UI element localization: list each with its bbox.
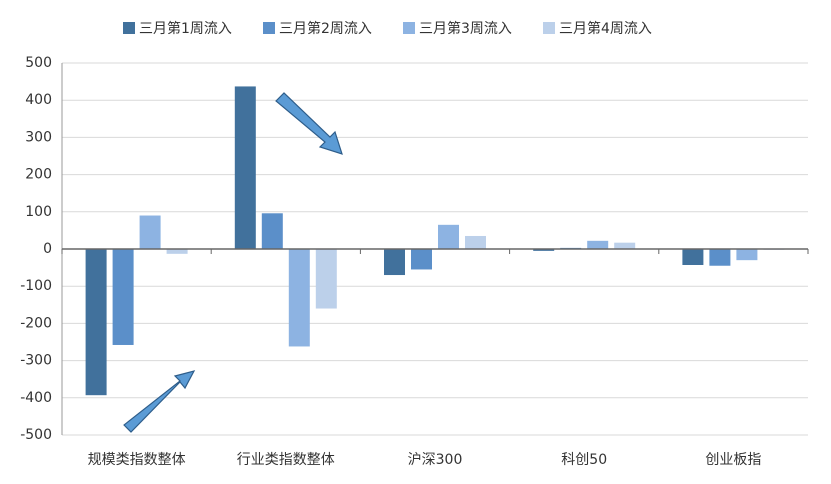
legend-label: 三月第2周流入 — [279, 20, 372, 37]
bar — [166, 249, 188, 254]
bar — [234, 86, 256, 249]
bar — [709, 249, 731, 266]
bar — [736, 249, 758, 261]
bar — [614, 242, 636, 249]
y-tick-label: 200 — [25, 167, 52, 183]
legend-label: 三月第4周流入 — [559, 20, 652, 37]
arrow — [123, 92, 343, 433]
bar — [682, 249, 704, 265]
legend-label: 三月第1周流入 — [139, 20, 232, 37]
bar — [465, 235, 486, 249]
legend-swatch — [543, 22, 555, 34]
x-tick-label: 沪深300 — [408, 452, 463, 468]
legend-swatch — [403, 22, 415, 34]
y-tick-label: 100 — [25, 204, 52, 220]
x-tick-label: 行业类指数整体 — [237, 452, 335, 468]
legend-swatch — [123, 22, 135, 34]
x-tick-label: 创业板指 — [705, 452, 761, 468]
bar — [587, 240, 609, 249]
y-tick-label: -100 — [20, 278, 52, 294]
bar — [411, 249, 432, 270]
y-tick-label: 300 — [25, 129, 52, 145]
x-tick-label: 规模类指数整体 — [88, 452, 186, 468]
y-tick-label: -500 — [20, 427, 52, 443]
bar — [85, 249, 107, 396]
bar — [533, 249, 555, 251]
y-tick-label: 500 — [25, 55, 52, 71]
legend-swatch — [263, 22, 275, 34]
x-tick-label: 科创50 — [561, 452, 607, 468]
bar — [112, 249, 134, 345]
y-tick-label: -300 — [20, 353, 52, 369]
bar — [384, 249, 405, 276]
y-tick-label: -200 — [20, 315, 52, 331]
bar — [139, 215, 161, 249]
bar — [315, 249, 337, 309]
bar — [288, 249, 310, 347]
legend-label: 三月第3周流入 — [419, 20, 512, 37]
bar — [261, 213, 283, 249]
y-tick-label: -400 — [20, 390, 52, 406]
y-tick-label: 400 — [25, 92, 52, 108]
y-tick-label: 0 — [43, 241, 52, 257]
bar — [438, 224, 459, 249]
